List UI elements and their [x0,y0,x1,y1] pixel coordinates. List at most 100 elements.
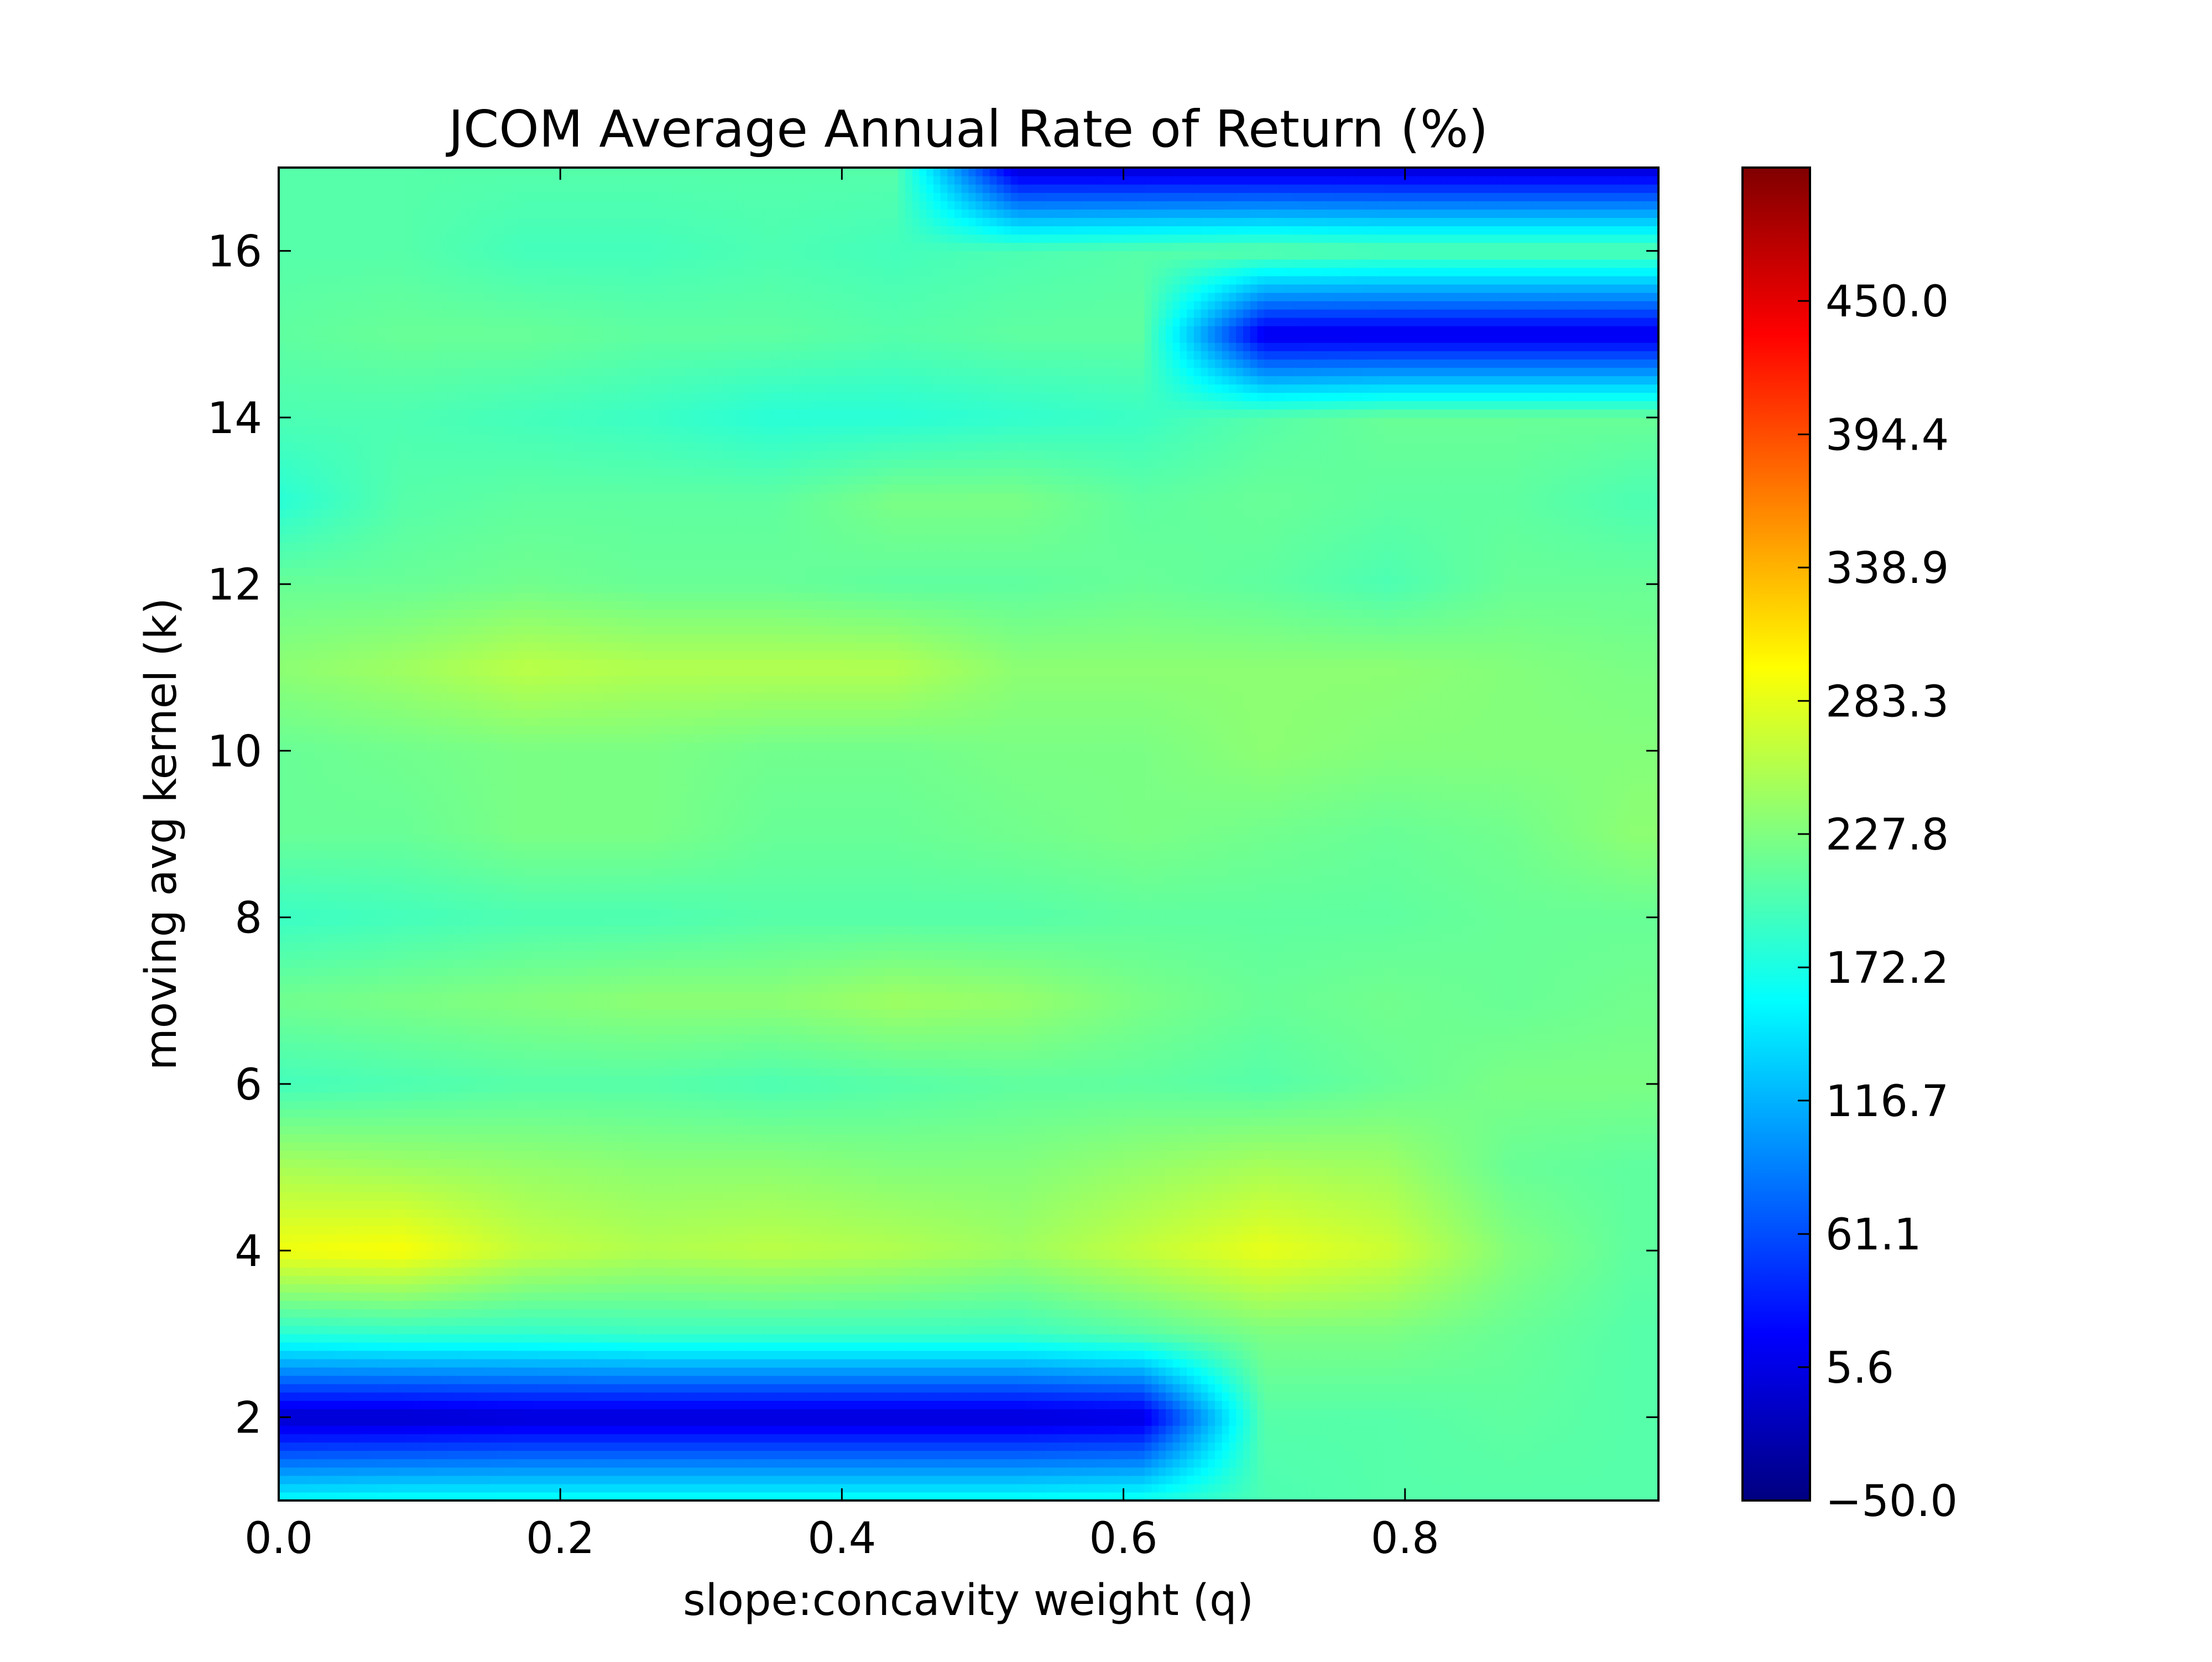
heatmap-cell [1419,1359,1426,1368]
heatmap-cell [1201,1367,1208,1376]
heatmap-cell [398,1467,405,1476]
heatmap-cell [1546,1400,1553,1409]
heatmap-cell [328,1342,335,1351]
heatmap-cell [630,1459,638,1468]
heatmap-cell [1468,1351,1475,1359]
heatmap-cell [1349,1376,1356,1384]
heatmap-cell [941,1417,948,1426]
heatmap-cell [1243,1317,1250,1326]
heatmap-cell [1370,1392,1377,1401]
heatmap-cell [483,1467,490,1476]
heatmap-cell [1173,1367,1180,1376]
heatmap-cell [807,1351,814,1359]
heatmap-cell [898,1425,905,1434]
heatmap-cell [771,1484,779,1493]
heatmap-cell [455,1384,462,1393]
heatmap-cell [687,1334,694,1343]
heatmap-cell [624,1392,631,1401]
heatmap-cell [645,1342,652,1351]
heatmap-cell [1250,1392,1258,1401]
heatmap-cell [1363,1326,1370,1335]
heatmap-cell [708,1334,716,1343]
heatmap-cell [919,1442,926,1451]
heatmap-cell [1300,1367,1307,1376]
heatmap-cell [1384,1400,1391,1409]
heatmap-cell [1489,1467,1496,1476]
heatmap-cell [518,1367,525,1376]
heatmap-cell [800,1351,807,1359]
heatmap-cell [307,1409,314,1418]
heatmap-cell [532,1301,539,1310]
heatmap-cell [567,1442,575,1451]
heatmap-cell [800,1400,807,1409]
heatmap-cell [1602,1467,1609,1476]
heatmap-cell [1159,1425,1166,1434]
heatmap-cell [356,1342,363,1351]
heatmap-cell [722,1467,729,1476]
heatmap-cell [462,1467,469,1476]
heatmap-cell [729,1476,737,1484]
heatmap-cell [997,1484,1004,1493]
heatmap-cell [891,1334,898,1343]
heatmap-cell [1145,1459,1152,1468]
heatmap-cell [307,1342,314,1351]
heatmap-cell [434,1301,441,1310]
heatmap-cell [764,1301,771,1310]
heatmap-cell [1124,1351,1131,1359]
heatmap-cell [1334,1392,1342,1401]
heatmap-cell [1349,1400,1356,1409]
heatmap-cell [1334,1409,1342,1418]
heatmap-cell [947,1451,954,1460]
heatmap-cell [1095,1359,1103,1368]
heatmap-cell [1532,1351,1539,1359]
heatmap-cell [870,1309,877,1318]
heatmap-cell [1370,1384,1377,1393]
heatmap-cell [1630,1351,1637,1359]
heatmap-cell [448,1326,455,1335]
heatmap-cell [1405,1476,1412,1484]
heatmap-cell [356,1384,363,1393]
heatmap-cell [377,1334,384,1343]
heatmap-cell [434,1351,441,1359]
heatmap-cell [1201,1351,1208,1359]
heatmap-cell [1236,1400,1243,1409]
heatmap-cell [603,1451,610,1460]
heatmap-cell [813,1434,821,1443]
heatmap-cell [1370,1400,1377,1409]
heatmap-cell [1447,1309,1454,1318]
heatmap-cell [673,1351,680,1359]
heatmap-cell [1004,1409,1011,1418]
heatmap-cell [1018,1359,1025,1368]
heatmap-cell [729,1384,737,1393]
heatmap-cell [1039,1351,1046,1359]
heatmap-cell [842,1309,849,1318]
heatmap-cell [1532,1342,1539,1351]
heatmap-cell [807,1301,814,1310]
heatmap-cell [342,1359,349,1368]
heatmap-cell [919,1351,926,1359]
heatmap-cell [1356,1467,1363,1476]
heatmap-cell [1560,1384,1567,1393]
heatmap-cell [1553,1459,1560,1468]
heatmap-cell [983,1476,990,1484]
heatmap-cell [596,1351,603,1359]
heatmap-cell [1630,1434,1637,1443]
heatmap-cell [652,1309,659,1318]
heatmap-cell [1616,1409,1624,1418]
heatmap-cell [504,1326,511,1335]
heatmap-cell [645,1484,652,1493]
heatmap-cell [1637,1317,1645,1326]
heatmap-cell [1321,1417,1328,1426]
heatmap-cell [1405,1484,1412,1493]
heatmap-cell [1166,1334,1173,1343]
heatmap-cell [849,1400,856,1409]
heatmap-cell [821,1326,828,1335]
heatmap-cell [1194,1425,1201,1434]
heatmap-cell [1637,1342,1645,1351]
heatmap-cell [377,1317,384,1326]
heatmap-cell [553,1334,560,1343]
heatmap-cell [1462,1476,1469,1484]
heatmap-cell [560,1359,567,1368]
heatmap-cell [617,1326,624,1335]
